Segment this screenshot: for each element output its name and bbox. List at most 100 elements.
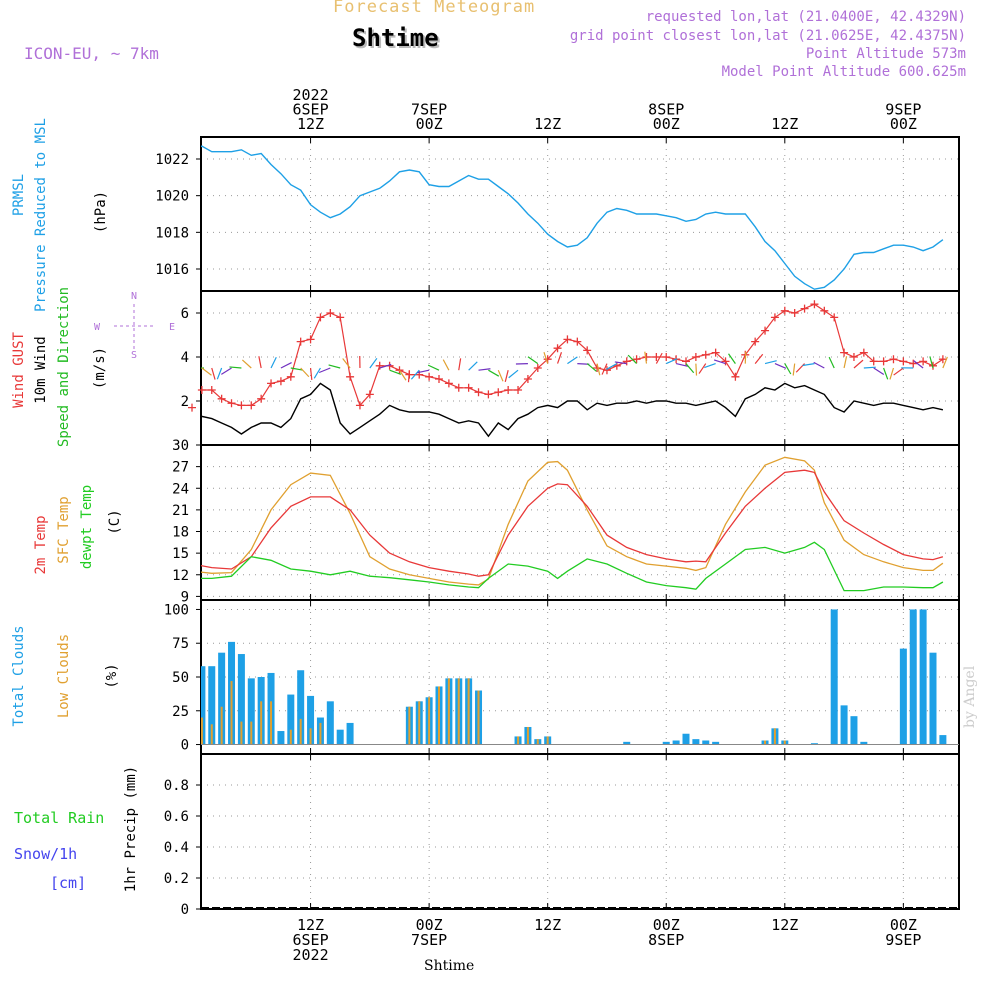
total-cloud-bar [237,654,245,745]
compass-e: E [169,322,175,333]
wind-arrow [458,358,462,371]
total-cloud-bar [850,716,858,745]
total-cloud-bar [712,741,720,745]
wind-arrow [889,367,895,380]
wind-arrow [665,358,678,365]
gust-marker [306,335,315,344]
gust-marker [533,364,542,372]
wind-arrow [369,357,378,369]
gust-marker [375,361,384,370]
wind-arrow [843,356,848,369]
top-time-label: 2022 [292,86,328,104]
gust-marker [563,335,572,344]
top-time-label: 12Z [297,115,324,133]
gust-marker [454,383,463,392]
bottom-time-label: 12Z [297,916,324,934]
wind-arrow [893,367,904,376]
gust-marker [217,394,226,403]
pressure-ylabel-2: Pressure Reduced to MSL [33,118,49,312]
low-cloud-bar [289,729,292,745]
gust-marker [286,372,295,381]
y-tick-label: 6 [181,306,189,322]
wind-arrow [698,363,707,374]
total-cloud-bar [208,666,216,745]
gust-line [201,303,944,407]
gust-marker [701,350,710,359]
low-cloud-bar [467,678,470,745]
gust-marker [553,344,562,353]
gust-marker [355,401,364,410]
panel-frame [200,444,960,601]
gust-marker [889,355,898,364]
gust-marker [207,386,216,394]
bottom-time-label: 6SEP [292,931,328,949]
gust-marker [691,353,700,361]
gust-marker [267,379,276,388]
y-tick-label: 15 [172,546,189,562]
wind-ylabel-wind: 10m Wind [33,336,49,403]
wind-speed-line [201,382,944,438]
panel-frame [200,753,960,910]
temp-ylabel-units: (C) [107,509,123,534]
gust-marker [909,359,918,368]
gust-marker [879,357,888,366]
location-title: Shtime [352,24,439,52]
wind-arrow [883,367,889,380]
wind-arrow [792,363,796,376]
y-tick-label: 1016 [155,262,189,278]
gust-marker [326,309,335,317]
low-cloud-bar [230,681,233,745]
wind-arrow [313,367,321,379]
total-cloud-bar [692,739,700,745]
gust-marker [859,348,868,357]
wind-arrow [774,363,787,369]
requested-coords: requested lon,lat (21.0400E, 42.4329N) [645,9,966,25]
wind-arrow [596,363,601,376]
y-tick-label: 18 [172,525,189,541]
wind-arrow [417,369,430,374]
wind-arrow [216,367,223,380]
wind-arrow [427,364,440,371]
total-cloud-bar [336,729,344,745]
gust-marker [622,357,631,366]
wind-arrow [504,370,509,382]
wind-arrow [754,353,764,364]
wind-arrow [913,360,924,369]
gust-marker [247,401,256,410]
gust-marker [257,394,266,403]
wind-arrow [942,356,948,369]
wind-arrow [328,364,341,369]
y-tick-label: 1020 [155,189,189,205]
low-cloud-bar [447,678,450,745]
gust-marker [830,313,839,322]
y-tick-label: 0 [181,902,189,918]
wind-arrow [229,366,242,369]
total-cloud-bar [919,609,927,745]
y-tick-label: 25 [172,704,189,720]
y-tick-label: 1018 [155,225,189,241]
total-cloud-bar [860,741,868,745]
y-tick-label: 30 [172,438,189,454]
low-cloud-bar [783,740,786,745]
y-tick-label: 9 [181,589,189,605]
wind-arrow [478,368,491,371]
wind-ylabel-dir: Speed and Direction [56,287,72,447]
compass-cross [114,304,156,350]
bottom-time-label: 00Z [416,916,443,934]
gust-marker [346,372,355,381]
low-cloud-bar [526,726,529,745]
gust-marker [820,306,829,315]
gust-marker [237,401,246,410]
wind-arrow [497,369,504,382]
wind-arrow [556,352,563,364]
bottom-time-label: 7SEP [411,931,447,949]
wind-arrow [675,363,688,367]
wind-arrow [644,351,648,364]
gust-marker [504,386,513,394]
gust-marker [662,353,671,361]
gust-marker [899,357,908,366]
low-cloud-bar [517,736,520,745]
model-label: ICON-EU, ~ 7km [24,44,159,63]
gust-marker [770,313,779,322]
gust-marker [632,355,641,364]
